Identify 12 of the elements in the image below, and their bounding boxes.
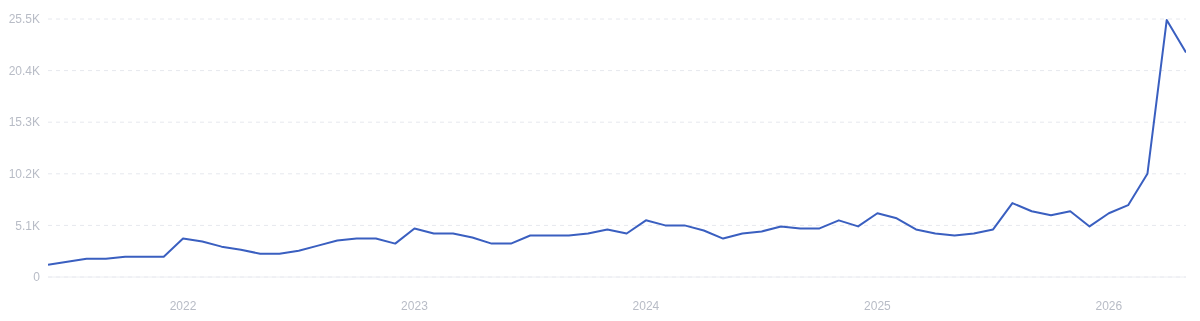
- x-tick-label: 2022: [169, 298, 197, 313]
- x-tick-label: 2026: [1095, 298, 1123, 313]
- y-tick-label: 5.1K: [15, 218, 40, 233]
- y-tick-label: 25.5K: [8, 12, 40, 27]
- x-tick-label: 2025: [864, 298, 892, 313]
- x-tick-label: 2023: [401, 298, 429, 313]
- y-tick-label: 20.4K: [8, 63, 40, 78]
- line-series: [48, 19, 1186, 266]
- y-tick-label: 15.3K: [8, 115, 40, 130]
- y-tick-label: 0: [33, 270, 41, 285]
- x-tick-label: 2024: [632, 298, 660, 313]
- y-tick-label: 10.2K: [8, 167, 40, 182]
